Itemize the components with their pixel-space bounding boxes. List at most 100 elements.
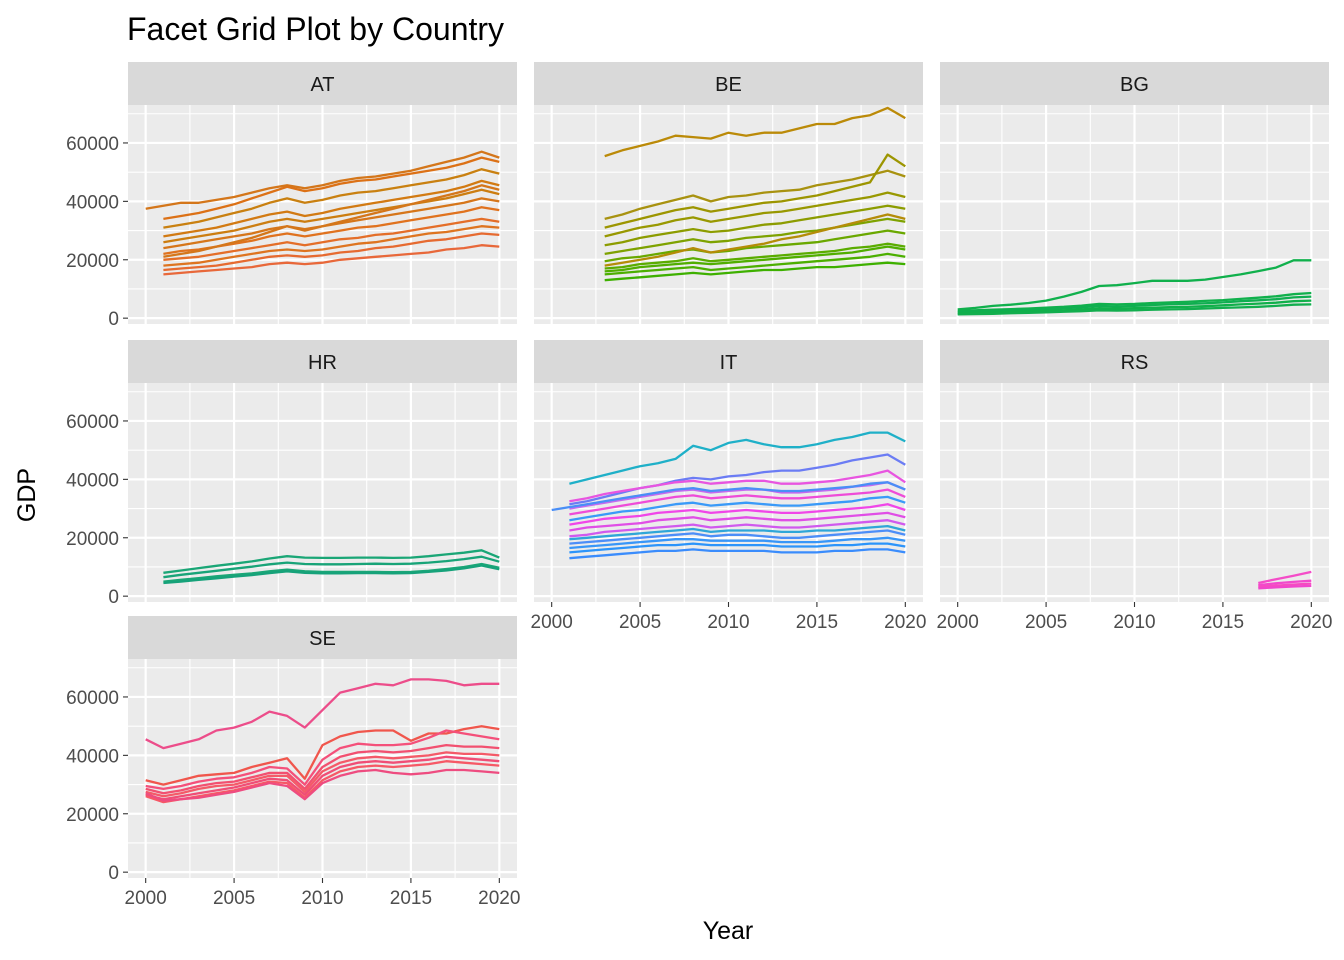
x-tick-label: 2010 xyxy=(1113,612,1155,633)
x-tick-label: 2000 xyxy=(125,888,167,909)
facet-strip-hr xyxy=(128,340,517,383)
series-line xyxy=(957,259,1312,311)
series-line xyxy=(163,184,500,258)
y-axis-title: GDP xyxy=(13,468,41,522)
x-tick-label: 2015 xyxy=(796,612,838,633)
facet-panel-rs: RS 2000 2005 2010 2015 2020 xyxy=(937,340,1332,633)
facet-panel-be: BE xyxy=(534,62,923,324)
chart-title: Facet Grid Plot by Country xyxy=(127,11,504,47)
facet-strip-label: BG xyxy=(1120,74,1149,96)
x-tick-label: 2000 xyxy=(937,612,979,633)
facet-panel-hr: HR 0 20000 40000 60000 xyxy=(66,340,517,608)
series-line xyxy=(163,549,500,574)
series-line xyxy=(569,511,906,532)
facet-strip-it xyxy=(534,340,923,383)
x-tick-label: 2005 xyxy=(213,888,255,909)
series-line xyxy=(957,291,1312,313)
facet-panel-se: SE 0 20000 40000 60000 2000 2005 2010 2015 2020 xyxy=(66,616,520,909)
y-tick-label: 0 xyxy=(108,863,119,884)
series-line xyxy=(163,225,500,267)
series-line xyxy=(604,245,906,273)
y-tick-label: 20000 xyxy=(66,805,119,826)
y-tick-label: 0 xyxy=(108,309,119,330)
series-line xyxy=(163,168,500,229)
series-line xyxy=(604,252,906,276)
facet-panel-at: AT 0 20000 40000 60000 xyxy=(66,62,517,330)
series-line xyxy=(604,261,906,282)
y-tick-label: 60000 xyxy=(66,688,119,709)
x-tick-label: 2020 xyxy=(1290,612,1332,633)
y-tick-label: 40000 xyxy=(66,470,119,491)
x-tick-label: 2010 xyxy=(707,612,749,633)
facet-strip-label: AT xyxy=(310,74,334,96)
series-line xyxy=(604,191,906,238)
series-line xyxy=(604,169,906,221)
series-line xyxy=(604,153,906,229)
series-line xyxy=(145,150,500,210)
series-line xyxy=(145,729,500,791)
facet-panel-bg: BG xyxy=(940,62,1329,324)
facet-strip-be xyxy=(534,62,923,105)
series-line xyxy=(569,519,906,538)
y-tick-label: 20000 xyxy=(66,251,119,272)
series-line xyxy=(569,495,906,522)
series-line xyxy=(145,768,500,802)
series-line xyxy=(569,431,906,485)
x-tick-label: 2020 xyxy=(478,888,520,909)
facet-strip-bg xyxy=(940,62,1329,105)
series-line xyxy=(1258,579,1312,587)
series-line xyxy=(145,760,500,804)
series-line xyxy=(551,481,906,512)
facet-strip-label: SE xyxy=(309,628,336,650)
facet-strip-rs xyxy=(940,340,1329,383)
series-line xyxy=(163,244,500,276)
series-line xyxy=(569,469,906,503)
series-line xyxy=(163,562,500,583)
series-line xyxy=(569,529,906,545)
y-tick-label: 60000 xyxy=(66,134,119,155)
facet-strip-se xyxy=(128,616,517,659)
series-line xyxy=(604,204,906,247)
series-line xyxy=(569,503,906,526)
series-line xyxy=(604,242,906,270)
series-line xyxy=(569,548,906,560)
x-tick-label: 2000 xyxy=(531,612,573,633)
series-line xyxy=(163,179,500,238)
x-tick-label: 2015 xyxy=(390,888,432,909)
series-line xyxy=(604,217,906,256)
series-line xyxy=(569,536,906,550)
series-line xyxy=(1258,584,1312,590)
series-line xyxy=(145,755,500,801)
series-line xyxy=(145,743,500,795)
x-tick-label: 2005 xyxy=(1025,612,1067,633)
series-line xyxy=(604,229,906,263)
series-line xyxy=(569,542,906,554)
series-line xyxy=(569,453,906,506)
series-line xyxy=(1258,582,1312,588)
x-tick-label: 2020 xyxy=(884,612,926,633)
facet-strip-label: IT xyxy=(720,352,738,374)
x-tick-label: 2005 xyxy=(619,612,661,633)
series-line xyxy=(604,106,906,158)
y-tick-label: 0 xyxy=(108,587,119,608)
series-line xyxy=(145,678,500,750)
series-line xyxy=(957,295,1312,314)
facet-strip-at xyxy=(128,62,517,105)
series-line xyxy=(163,188,500,244)
facet-strip-label: BE xyxy=(715,74,742,96)
series-line xyxy=(145,751,500,798)
y-tick-label: 40000 xyxy=(66,746,119,767)
series-line xyxy=(1258,570,1312,585)
x-axis-title: Year xyxy=(703,917,754,945)
facet-panel-it: IT 2000 2005 2010 2015 2020 xyxy=(531,340,926,633)
series-line xyxy=(604,213,906,267)
y-tick-label: 40000 xyxy=(66,192,119,213)
series-line xyxy=(569,488,906,516)
series-line xyxy=(163,217,500,261)
series-line xyxy=(163,555,500,579)
facet-strip-label: HR xyxy=(308,352,337,374)
series-line xyxy=(957,303,1312,316)
y-tick-label: 60000 xyxy=(66,412,119,433)
